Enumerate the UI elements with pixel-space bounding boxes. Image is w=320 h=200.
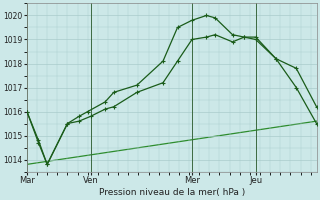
- X-axis label: Pression niveau de la mer( hPa ): Pression niveau de la mer( hPa ): [99, 188, 245, 197]
